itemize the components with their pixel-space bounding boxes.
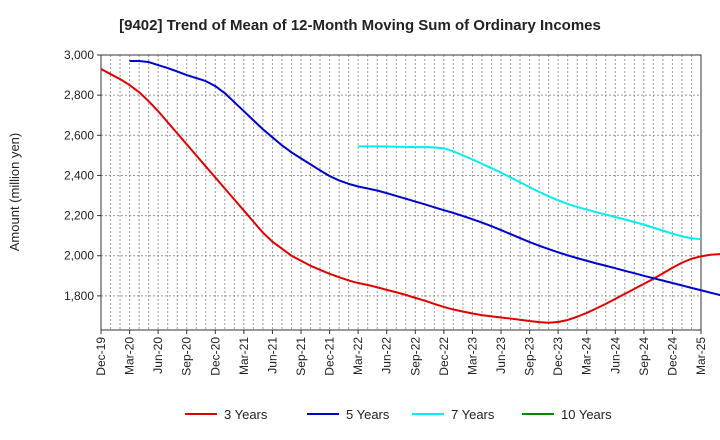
x-tick-label: Jun-24: [608, 337, 622, 374]
x-tick-label: Mar-20: [123, 337, 137, 375]
x-tick-label: Mar-23: [465, 337, 479, 375]
y-axis: 1,800 2,000 2,200 2,400 2,600 2,800 3,000: [64, 48, 101, 303]
x-tick-label: Sep-22: [408, 337, 422, 376]
plot-area: [100, 54, 702, 331]
x-tick-label: Jun-22: [380, 337, 394, 374]
y-tick-label: 2,600: [64, 128, 94, 142]
legend-label: 3 Years: [224, 407, 268, 422]
x-axis: Dec-19 Mar-20 Jun-20 Sep-20 Dec-20 Mar-21 Jun-…: [94, 330, 708, 376]
legend-label: 7 Years: [451, 407, 495, 422]
x-tick-label: Jun-21: [265, 337, 279, 374]
x-tick-label: Sep-24: [637, 337, 651, 376]
x-tick-label: Mar-21: [237, 337, 251, 375]
x-tick-label: Jun-20: [151, 337, 165, 374]
x-tick-label: Sep-21: [294, 337, 308, 376]
legend: 3 Years 5 Years 7 Years 10 Years: [185, 407, 612, 422]
x-tick-label: Sep-20: [180, 337, 194, 376]
series-line-7-years: [358, 145, 702, 241]
x-tick-label: Mar-24: [580, 337, 594, 375]
series-line-3-years: [100, 68, 720, 324]
x-tick-label: Dec-19: [94, 337, 108, 376]
series-layer: [100, 60, 720, 324]
x-tick-label: Mar-22: [351, 337, 365, 375]
y-tick-label: 2,200: [64, 209, 94, 223]
grid: [101, 54, 701, 330]
y-tick-label: 1,800: [64, 289, 94, 303]
x-tick-label: Sep-23: [523, 337, 537, 376]
legend-label: 5 Years: [346, 407, 390, 422]
x-tick-label: Dec-20: [208, 337, 222, 376]
x-tick-label: Dec-22: [437, 337, 451, 376]
x-tick-label: Mar-25: [694, 337, 708, 375]
y-tick-label: 3,000: [64, 48, 94, 62]
x-tick-label: Dec-24: [665, 337, 679, 376]
x-tick-label: Jun-23: [494, 337, 508, 374]
x-tick-label: Dec-23: [551, 337, 565, 376]
chart-title: [9402] Trend of Mean of 12-Month Moving …: [119, 17, 601, 34]
y-tick-label: 2,400: [64, 168, 94, 182]
x-tick-label: Dec-21: [323, 337, 337, 376]
y-axis-label: Amount (million yen): [7, 133, 22, 252]
y-tick-label: 2,000: [64, 249, 94, 263]
legend-label: 10 Years: [561, 407, 612, 422]
y-tick-label: 2,800: [64, 88, 94, 102]
series-line-5-years: [129, 60, 720, 297]
